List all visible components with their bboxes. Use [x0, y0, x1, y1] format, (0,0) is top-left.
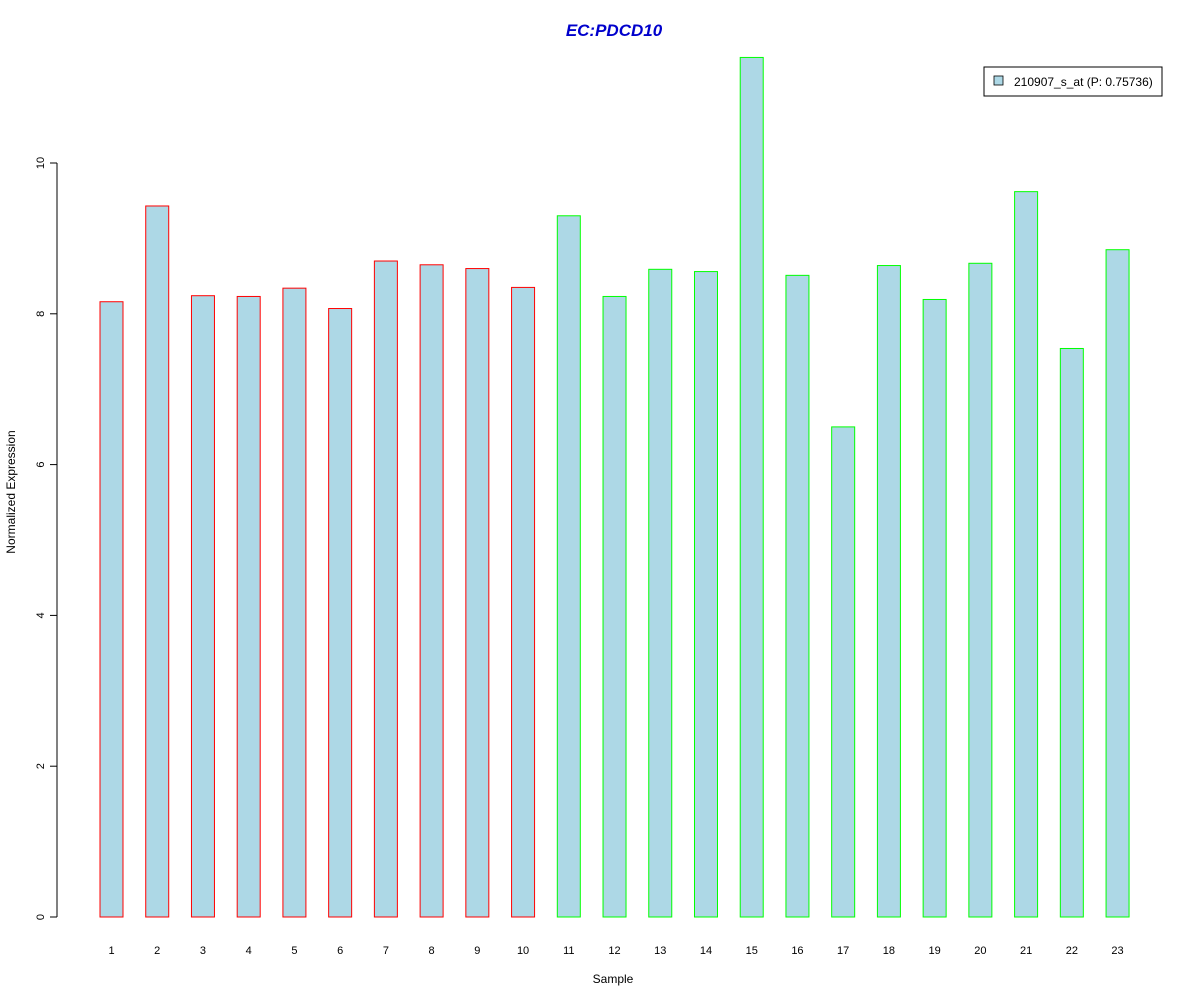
y-tick-label: 0 — [35, 914, 47, 920]
y-tick-label: 2 — [35, 763, 47, 769]
bar-sample-13 — [648, 268, 673, 918]
bars — [99, 56, 1130, 918]
y-axis-title: Normalized Expression — [4, 430, 18, 553]
x-tick-label: 4 — [246, 945, 252, 957]
legend-box — [983, 66, 1163, 97]
x-tick-label: 23 — [1111, 945, 1123, 957]
bar-sample-19 — [922, 298, 947, 918]
bar-sample-20 — [968, 262, 993, 918]
x-tick-label: 14 — [700, 945, 712, 957]
bar-sample-14 — [693, 271, 718, 918]
bar-sample-8 — [419, 264, 444, 918]
x-tick-label: 19 — [929, 945, 941, 957]
x-tick-label: 21 — [1020, 945, 1032, 957]
bar-sample-1 — [99, 301, 124, 918]
x-tick-label: 7 — [383, 945, 389, 957]
bar-sample-22 — [1059, 347, 1084, 918]
bar-sample-23 — [1105, 249, 1130, 918]
bar-sample-9 — [465, 268, 490, 918]
bar-sample-16 — [785, 274, 810, 918]
bar-sample-6 — [328, 308, 353, 918]
x-tick-label: 13 — [654, 945, 666, 957]
x-tick-label: 3 — [200, 945, 206, 957]
bar-sample-18 — [876, 265, 901, 918]
bar-sample-21 — [1014, 191, 1039, 918]
bar-sample-7 — [373, 260, 398, 918]
x-tick-label: 8 — [429, 945, 435, 957]
legend-swatch — [993, 75, 1004, 86]
chart-title: EC:PDCD10 — [566, 21, 663, 40]
x-tick-label: 6 — [337, 945, 343, 957]
bar-sample-3 — [190, 295, 215, 918]
bar-sample-17 — [831, 426, 856, 918]
x-tick-label: 16 — [791, 945, 803, 957]
x-tick-label: 5 — [291, 945, 297, 957]
x-tick-labels: 1 2 3 4 5 6 7 8 9 10 11 12 13 14 15 16 17 18 19 20 21 22 23 — [108, 945, 1123, 957]
x-tick-label: 17 — [837, 945, 849, 957]
bar-sample-11 — [556, 215, 581, 918]
bar-sample-12 — [602, 295, 627, 918]
x-tick-label: 2 — [154, 945, 160, 957]
x-tick-label: 22 — [1066, 945, 1078, 957]
bar-sample-10 — [511, 286, 536, 918]
x-tick-label: 9 — [474, 945, 480, 957]
x-tick-label: 10 — [517, 945, 529, 957]
x-tick-label: 15 — [746, 945, 758, 957]
x-tick-label: 18 — [883, 945, 895, 957]
bar-sample-4 — [236, 295, 261, 918]
x-tick-label: 12 — [608, 945, 620, 957]
bar-sample-2 — [145, 205, 170, 918]
legend: 210907_s_at (P: 0.75736) — [983, 66, 1163, 97]
y-tick-label: 10 — [35, 157, 47, 169]
legend-label: 210907_s_at (P: 0.75736) — [1014, 75, 1153, 89]
y-tick-label: 4 — [35, 612, 47, 618]
y-tick-label: 8 — [35, 311, 47, 317]
x-tick-label: 11 — [563, 945, 574, 957]
x-axis-title: Sample — [593, 972, 634, 986]
x-tick-label: 20 — [974, 945, 986, 957]
bar-sample-15 — [739, 56, 764, 918]
y-axis: 0 2 4 6 8 10 — [35, 157, 58, 920]
y-tick-label: 6 — [35, 462, 47, 468]
x-tick-label: 1 — [108, 945, 114, 957]
bar-sample-5 — [282, 287, 307, 918]
